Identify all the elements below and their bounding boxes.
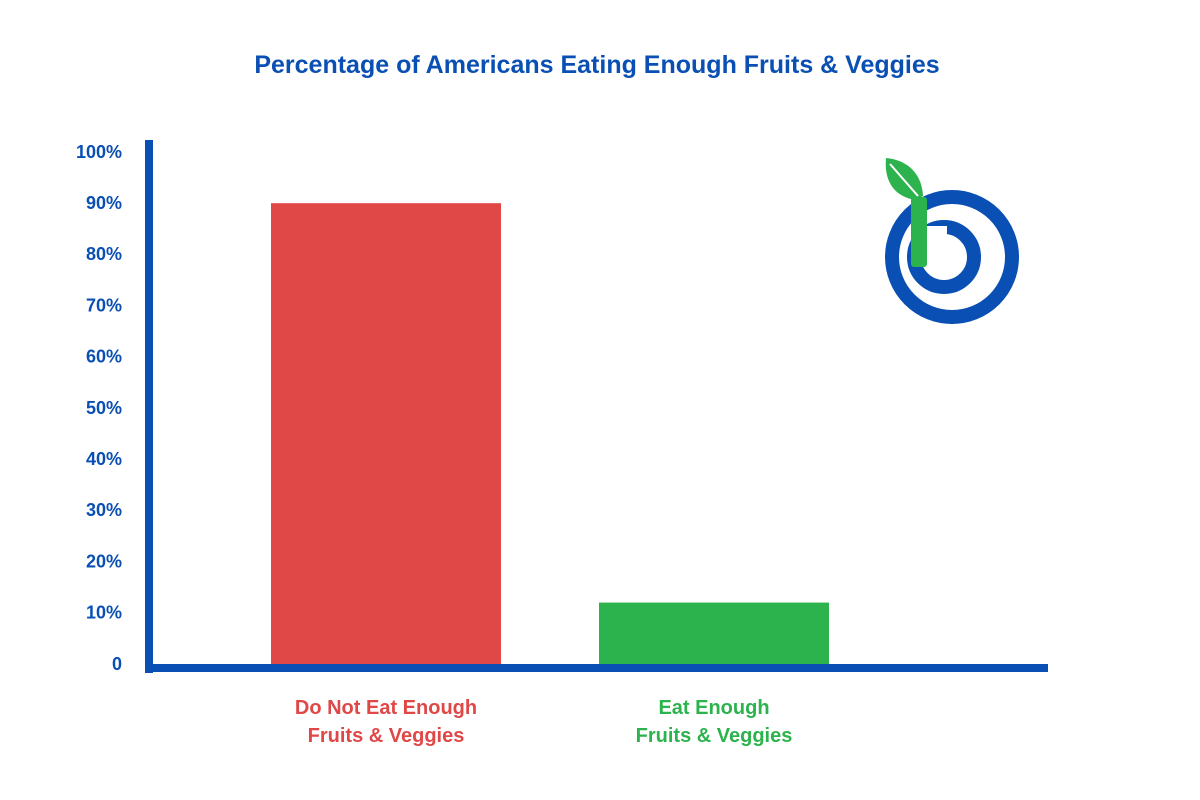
logo-ring bbox=[885, 190, 1019, 324]
x-axis-line bbox=[145, 664, 1048, 672]
logo-letter-stem bbox=[911, 197, 927, 267]
leaf-vein bbox=[889, 163, 919, 197]
bar bbox=[271, 203, 501, 664]
y-axis-line bbox=[145, 140, 153, 673]
category-label: Fruits & Veggies bbox=[636, 725, 793, 747]
y-axis-ticks: 0 10% 20% 30% 40% 50% 60% 70% 80% 90% 100% bbox=[76, 142, 122, 674]
category-label: Eat Enough bbox=[658, 697, 769, 719]
category-label: Do Not Eat Enough bbox=[295, 697, 477, 719]
x-axis-labels: Do Not Eat Enough Fruits & Veggies Eat Eno… bbox=[295, 697, 792, 747]
y-tick-label: 40% bbox=[86, 449, 122, 469]
category-label: Fruits & Veggies bbox=[308, 725, 465, 747]
logo-letter-bowl-gap bbox=[927, 226, 947, 256]
y-tick-label: 70% bbox=[86, 295, 122, 315]
bar bbox=[599, 602, 829, 664]
y-tick-label: 100% bbox=[76, 142, 122, 162]
y-tick-label: 50% bbox=[86, 398, 122, 418]
y-tick-label: 20% bbox=[86, 551, 122, 571]
bars bbox=[271, 203, 829, 664]
leaf-letter-b-logo-icon bbox=[885, 158, 1019, 324]
y-tick-label: 90% bbox=[86, 193, 122, 213]
y-tick-label: 30% bbox=[86, 500, 122, 520]
y-tick-label: 10% bbox=[86, 603, 122, 623]
y-tick-label: 80% bbox=[86, 244, 122, 264]
y-tick-label: 60% bbox=[86, 347, 122, 367]
chart-title: Percentage of Americans Eating Enough Fr… bbox=[254, 51, 939, 79]
y-tick-label: 0 bbox=[112, 654, 122, 674]
